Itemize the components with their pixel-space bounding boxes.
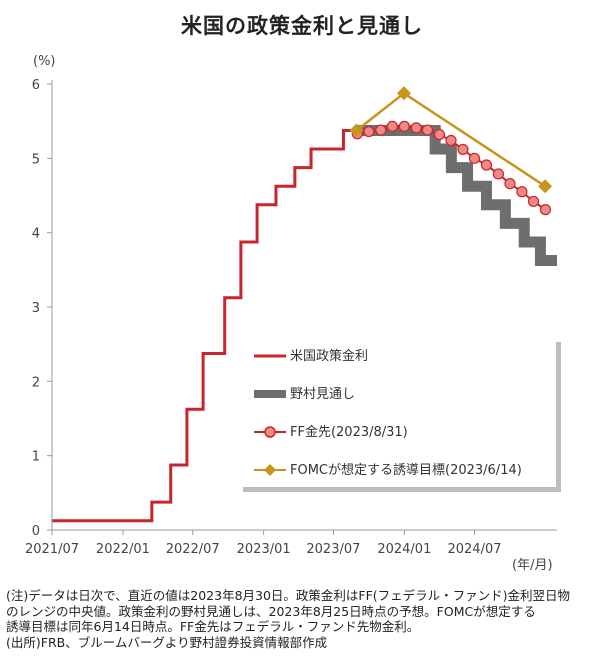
series-ff-point (504, 178, 516, 190)
series-ff-point (386, 120, 398, 132)
x-tick-label: 2024/07 (447, 542, 501, 557)
legend-label-ff: FF金先(2023/8/31) (290, 424, 408, 440)
series-ff-point (363, 125, 375, 138)
legend-box (238, 337, 556, 487)
page-title: 米国の政策金利と見通し (181, 14, 423, 38)
series-policy-line (52, 128, 357, 523)
x-tick-label: 2023/01 (237, 542, 291, 557)
series-ff-point (468, 152, 481, 164)
y-ticks: 0 1 2 3 4 5 6 (32, 78, 52, 539)
legend-label-fomc: FOMCが想定する誘導目標(2023/6/14) (290, 462, 522, 478)
series-ff-point (433, 128, 446, 141)
series-fomc-point (396, 86, 411, 101)
series-ff-point (492, 168, 505, 180)
y-tick-label: 5 (32, 152, 40, 167)
y-tick-label: 2 (32, 375, 40, 390)
series-nomura-line (356, 124, 557, 267)
series-ff-point (516, 186, 528, 198)
chart: (%) 0 1 2 3 4 5 6 2021/07 2022/01 2022/07 2023/01… (25, 54, 561, 573)
legend: 米国政策金利 野村見通し FF金先(2023/8/31) FOMCが想定する誘導… (238, 337, 561, 492)
series-ff-point (527, 195, 540, 208)
plot-area (52, 86, 557, 523)
legend-marker-fomc (264, 464, 276, 476)
x-tick-label: 2022/07 (166, 542, 220, 557)
y-tick-label: 1 (32, 450, 40, 465)
y-tick-label: 6 (32, 78, 40, 93)
x-axis-label: (年/月) (512, 558, 553, 573)
footnotes: (注)データは日次で、直近の値は2023年8月30日。政策金利はFF(フェデラル… (6, 588, 602, 650)
series-ff-point (398, 120, 410, 132)
y-tick-label: 4 (32, 227, 40, 242)
footnote-line: 誘導目標は同年6月14日時点。FF金先はフェデラル・ファンド先物金利。 (6, 619, 420, 634)
legend-label-policy: 米国政策金利 (290, 348, 368, 364)
y-axis-label: (%) (33, 54, 56, 69)
x-tick-label: 2023/07 (306, 542, 360, 557)
series-ff-point (375, 124, 387, 136)
footnote-line: のレンジの中央値。政策金利の野村見通しは、2023年8月25日時点の予想。FOM… (6, 603, 536, 619)
series-ff-point (410, 122, 422, 134)
series-ff-point (421, 124, 434, 136)
y-tick-label: 0 (32, 524, 40, 539)
series-ff-point (539, 204, 552, 216)
series-fomc-point (349, 123, 364, 138)
series-ff-point (480, 159, 493, 171)
legend-label-nomura: 野村見通し (290, 387, 355, 402)
footnote-line: (注)データは日次で、直近の値は2023年8月30日。政策金利はFF(フェデラル… (6, 588, 571, 603)
footnote-line: (出所)FRB、ブルームバーグより野村證券投資情報部作成 (6, 634, 328, 650)
x-tick-label: 2024/01 (377, 542, 431, 557)
x-tick-label: 2021/07 (25, 542, 79, 557)
series-ff-point (445, 134, 457, 147)
series-fomc-point (538, 179, 553, 194)
x-tick-label: 2022/01 (96, 542, 150, 557)
legend-marker-ff (264, 426, 276, 438)
series-ff-point (457, 143, 469, 156)
x-ticks: 2021/07 2022/01 2022/07 2023/01 2023/07 2024/… (25, 530, 502, 557)
y-tick-label: 3 (32, 301, 40, 316)
